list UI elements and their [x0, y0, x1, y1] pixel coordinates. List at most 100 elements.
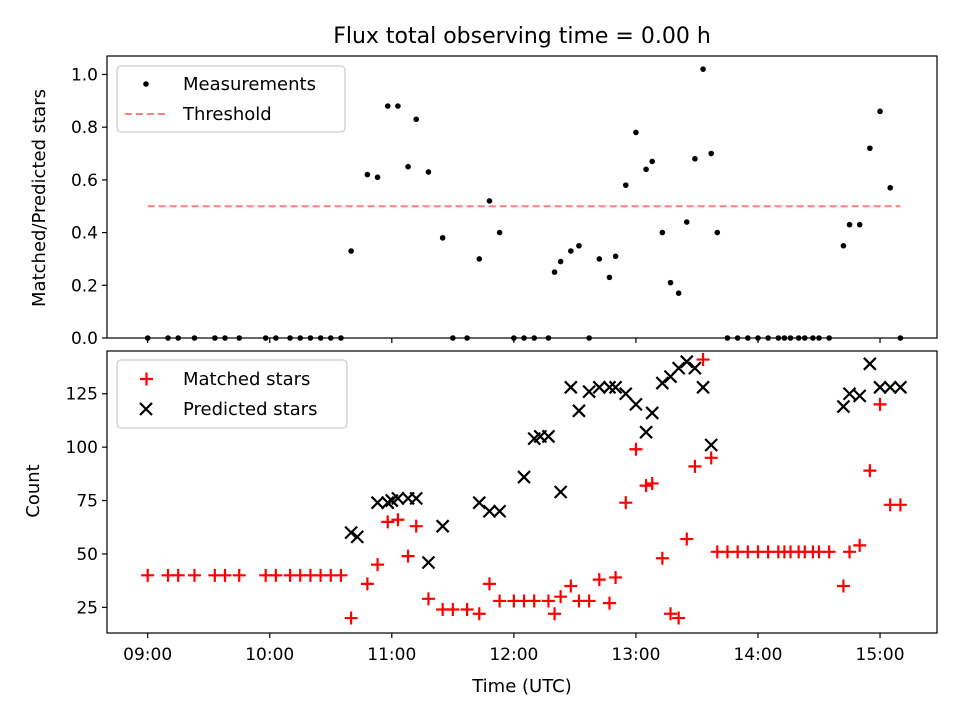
- predicted-star-point: [629, 397, 643, 412]
- predicted-star-point: [421, 555, 436, 570]
- matched-star-point: [218, 568, 232, 582]
- measurement-point: [622, 182, 629, 188]
- measurement-point: [649, 158, 655, 165]
- measurement-point: [633, 129, 639, 136]
- matched-star-point: [391, 513, 405, 527]
- matched-star-point: [493, 594, 507, 608]
- matched-star-point: [527, 594, 541, 608]
- count-x-tick-label: 14:00: [733, 645, 782, 665]
- legend-threshold-label: Threshold: [182, 104, 272, 125]
- matched-star-point: [696, 353, 710, 367]
- ratio-y-axis-label: Matched/Predicted stars: [29, 89, 50, 307]
- ratio-panel: 0.0 0.2 0.4 0.6 0.8 1.0: [71, 55, 938, 349]
- matched-star-point: [672, 611, 686, 625]
- predicted-star-point: [688, 361, 702, 375]
- count-x-tick-label: 13:00: [611, 645, 660, 665]
- predicted-star-point: [655, 376, 670, 390]
- count-x-tick-label: 11:00: [367, 645, 416, 665]
- measurement-point: [568, 248, 574, 254]
- ratio-y-tick-label: 0.6: [71, 171, 98, 191]
- count-x-tick-label: 09:00: [123, 645, 172, 665]
- matched-star-point: [360, 577, 374, 591]
- count-legend-frame: [116, 359, 348, 429]
- x-axis-label: Time (UTC): [471, 676, 572, 697]
- measurement-point: [714, 229, 721, 236]
- predicted-star-point: [704, 438, 718, 452]
- matched-star-point: [344, 611, 358, 625]
- measurement-point: [643, 166, 649, 173]
- ratio-y-tick-label: 1.0: [71, 65, 98, 85]
- predicted-star-point: [409, 491, 423, 506]
- matched-star-point: [873, 397, 887, 411]
- count-axes-frame: [106, 350, 938, 634]
- measurement-point: [439, 235, 446, 241]
- matched-star-point: [269, 568, 283, 582]
- count-y-axis-label: Count: [23, 464, 44, 517]
- matched-star-point: [853, 538, 867, 552]
- measurement-point: [557, 258, 564, 265]
- predicted-star-point: [572, 404, 586, 418]
- measurement-point: [877, 108, 883, 115]
- matched-star-point: [548, 607, 562, 621]
- measurement-point: [887, 184, 894, 191]
- measurement-point: [700, 66, 706, 72]
- predicted-star-point: [696, 380, 710, 395]
- predicted-star-point: [592, 380, 607, 395]
- predicted-star-point: [435, 519, 450, 533]
- matched-star-point: [863, 464, 877, 478]
- legend-matched-label: Matched stars: [183, 369, 310, 390]
- matched-star-point: [421, 592, 435, 606]
- predicted-star-point: [873, 380, 887, 395]
- matched-star-point: [629, 442, 643, 456]
- legend-measurement-marker: [143, 81, 149, 87]
- predicted-star-point: [553, 485, 568, 499]
- predicted-star-point: [680, 354, 694, 369]
- matched-star-point: [836, 579, 850, 593]
- matched-star-point: [381, 515, 395, 529]
- measurement-point: [551, 269, 558, 275]
- predicted-star-point: [852, 389, 867, 403]
- measurement-point: [496, 229, 503, 236]
- ratio-legend: Measurements Threshold: [116, 65, 346, 133]
- measurement-point: [692, 155, 698, 162]
- predicted-star-point: [541, 429, 556, 444]
- legend-predicted-label: Predicted stars: [183, 399, 317, 420]
- predicted-star-point: [564, 380, 578, 395]
- measurement-point: [384, 103, 391, 109]
- matched-star-point: [639, 479, 653, 493]
- matched-star-point: [141, 568, 155, 582]
- count-y-tick-label: 75: [76, 492, 98, 512]
- matched-star-point: [334, 568, 348, 582]
- ratio-y-tick-label: 0.0: [71, 329, 98, 349]
- matched-star-point: [688, 459, 702, 473]
- ratio-y-tick-label: 0.4: [71, 224, 98, 244]
- measurement-point: [596, 256, 603, 262]
- matched-star-point: [460, 603, 474, 616]
- matched-star-point: [482, 577, 496, 591]
- predicted-star-point: [517, 470, 531, 484]
- matched-star-point: [680, 532, 694, 546]
- count-x-tick-label: 12:00: [489, 645, 538, 665]
- predicted-star-point: [608, 380, 623, 395]
- matched-star-point: [655, 551, 669, 565]
- measurement-point: [576, 242, 582, 249]
- measurement-point: [486, 198, 493, 204]
- predicted-star-point: [380, 495, 395, 510]
- measurement-point: [606, 274, 613, 281]
- measurement-point: [659, 229, 666, 236]
- matched-star-point: [409, 519, 423, 533]
- matched-star-point: [645, 476, 659, 490]
- matched-star-point: [446, 603, 460, 616]
- count-y-tick-label: 50: [76, 545, 98, 565]
- matched-star-point: [822, 545, 836, 559]
- matched-star-point: [371, 558, 385, 572]
- ratio-y-tick-label: 0.2: [71, 276, 98, 296]
- measurement-point: [364, 171, 371, 178]
- predicted-star-point: [344, 525, 358, 540]
- ratio-legend-frame: [116, 65, 346, 133]
- matched-star-point: [232, 568, 246, 582]
- measurement-point: [675, 290, 682, 296]
- predicted-star-point: [472, 495, 487, 510]
- matched-star-point: [171, 568, 185, 582]
- predicted-star-point: [639, 425, 653, 439]
